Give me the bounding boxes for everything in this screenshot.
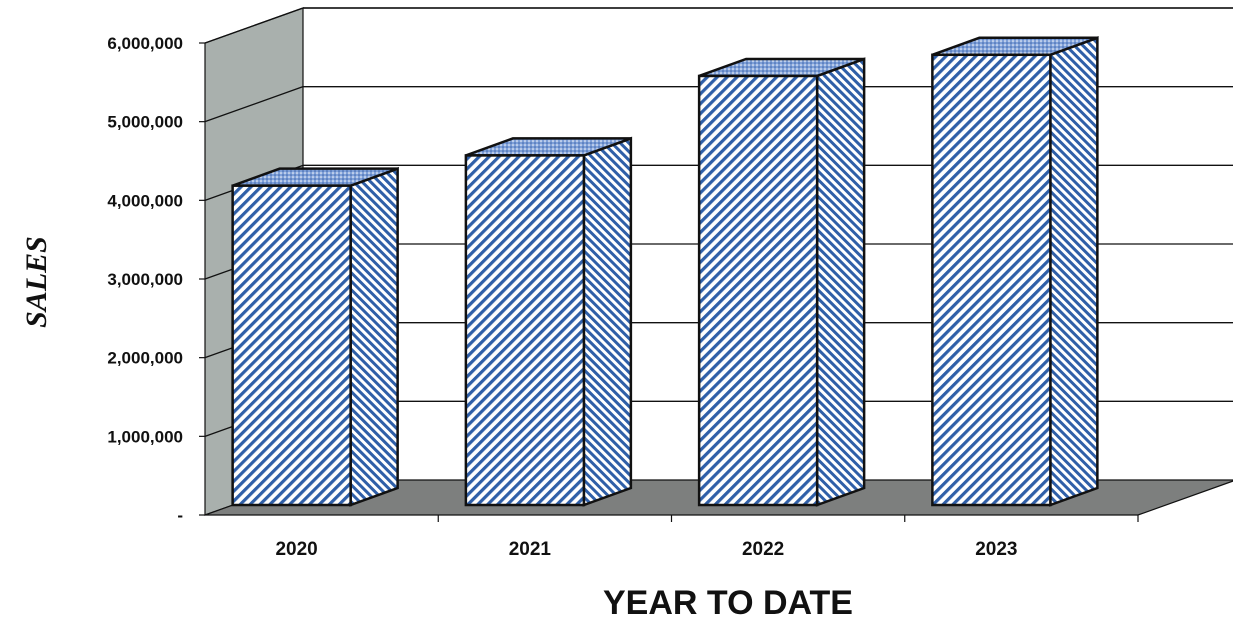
x-tick-label: 2021	[509, 539, 552, 560]
y-tick-label: 4,000,000	[107, 191, 183, 210]
bar-2020	[231, 166, 399, 507]
y-tick-label: 3,000,000	[107, 270, 183, 289]
bar-2021	[464, 136, 633, 507]
y-tick-label: 5,000,000	[107, 113, 183, 132]
y-tick-label: 2,000,000	[107, 349, 183, 368]
bar-2022	[697, 57, 866, 507]
gridline	[204, 7, 1233, 44]
bar-front	[697, 74, 819, 507]
y-axis-ticks: - 1,000,000 2,000,000 3,000,000 4,000,000 5,0…	[107, 34, 205, 525]
y-axis-label: SALES	[20, 236, 53, 328]
bar-side	[349, 166, 399, 507]
x-tick-label: 2023	[975, 539, 1017, 560]
y-tick-label: 1,000,000	[107, 427, 183, 446]
x-axis-label: YEAR TO DATE	[603, 584, 853, 621]
bar-side	[582, 136, 633, 507]
bar-side	[815, 57, 866, 507]
x-tick-label: 2020	[275, 539, 317, 560]
bar-side	[1049, 36, 1099, 507]
bar-front	[464, 154, 586, 507]
bars	[231, 36, 1099, 507]
x-tick-label: 2022	[742, 539, 784, 560]
bar-front	[231, 184, 352, 507]
bar-front	[931, 53, 1052, 507]
x-axis-ticks: 2020 2021 2022 2023	[275, 515, 1139, 560]
y-tick-label: -	[177, 506, 183, 525]
bar-2023	[931, 36, 1099, 507]
y-tick-label: 6,000,000	[107, 34, 183, 53]
